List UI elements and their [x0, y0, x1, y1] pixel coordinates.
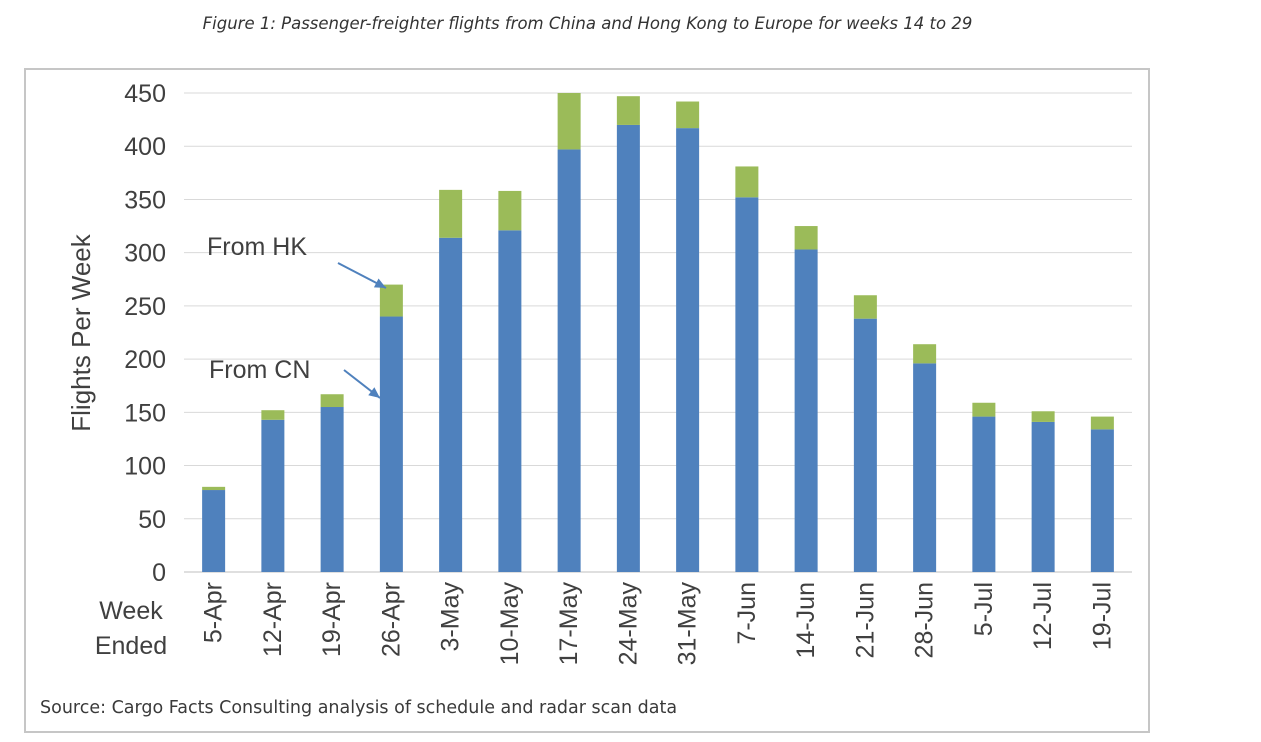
x-tick-label: 3-May: [437, 582, 465, 652]
x-axis-label-line: Ended: [95, 632, 167, 660]
x-tick-label: 5-Apr: [200, 582, 228, 643]
x-tick-label: 28-Jun: [911, 582, 939, 658]
bar-from-cn: [676, 128, 700, 573]
bar-from-cn: [1031, 421, 1055, 572]
y-tick-label: 350: [124, 186, 166, 214]
bar-from-hk: [972, 402, 996, 417]
bar-from-cn: [202, 490, 226, 572]
y-tick-label: 300: [124, 240, 166, 268]
bar-from-hk: [320, 394, 344, 408]
x-tick-label: 24-May: [614, 582, 642, 666]
source-note: Source: Cargo Facts Consulting analysis …: [40, 698, 678, 718]
x-tick-label: 19-Apr: [318, 582, 346, 657]
bar-from-hk: [1090, 416, 1114, 430]
bar-from-hk: [439, 189, 463, 238]
x-axis-label: Week Ended: [95, 597, 167, 660]
x-tick-label: 7-Jun: [733, 582, 761, 645]
x-tick-label: 14-Jun: [792, 582, 820, 658]
bar-from-hk: [379, 284, 403, 317]
x-tick-label: 26-Apr: [377, 582, 405, 657]
bar-from-cn: [972, 416, 996, 572]
x-tick-label: 31-May: [674, 582, 702, 666]
stacked-bar-chart: 0 50 100 150 200 250 300 350 400 450 Flights Per W…: [66, 80, 1132, 666]
y-tick-label: 150: [124, 399, 166, 427]
x-tick-label: 19-Jul: [1088, 582, 1116, 650]
figure-caption: Figure 1: Passenger-freighter flights fr…: [202, 14, 973, 33]
bar-from-cn: [735, 197, 759, 572]
bar-from-cn: [913, 363, 937, 572]
y-tick-label: 0: [152, 559, 166, 587]
bar-from-hk: [735, 166, 759, 198]
bar-from-cn: [853, 318, 877, 572]
bar-from-cn: [320, 407, 344, 572]
bar-from-cn: [261, 419, 285, 572]
arrow-from-cn-head: [368, 387, 380, 398]
annotation-from-cn: From CN: [209, 356, 310, 384]
x-tick-label: 5-Jul: [970, 582, 998, 636]
y-tick-label: 450: [124, 80, 166, 108]
bar-from-hk: [676, 101, 700, 129]
bar-from-cn: [498, 230, 522, 572]
x-axis-label-line: Week: [99, 597, 163, 625]
x-tick-label: 21-Jun: [851, 582, 879, 658]
bar-from-cn: [439, 237, 463, 572]
bar-from-hk: [261, 410, 285, 420]
x-tick-label: 10-May: [496, 582, 524, 666]
bar-from-hk: [557, 93, 581, 150]
annotation-from-hk: From HK: [207, 233, 307, 261]
bar-from-cn: [1090, 429, 1114, 572]
x-tick-label: 17-May: [555, 582, 583, 666]
y-tick-label: 250: [124, 293, 166, 321]
bar-from-cn: [616, 124, 640, 572]
bar-from-cn: [557, 149, 581, 572]
bar-from-cn: [379, 316, 403, 572]
y-axis-label: Flights Per Week: [66, 233, 96, 431]
chart-frame: 0 50 100 150 200 250 300 350 400 450 Flights Per W…: [24, 68, 1150, 733]
bar-from-hk: [498, 190, 522, 231]
y-tick-label: 200: [124, 346, 166, 374]
bar-from-hk: [853, 295, 877, 319]
bar-from-hk: [794, 226, 818, 250]
bar-from-cn: [794, 249, 818, 572]
x-tick-label: 12-Jul: [1029, 582, 1057, 650]
y-tick-label: 50: [138, 506, 166, 534]
bar-from-hk: [1031, 411, 1055, 422]
y-tick-label: 100: [124, 453, 166, 481]
bar-from-hk: [616, 96, 640, 125]
y-tick-label: 400: [124, 133, 166, 161]
x-tick-label: 12-Apr: [259, 582, 287, 657]
arrow-from-hk-head: [373, 278, 386, 288]
bar-from-hk: [913, 344, 937, 364]
bar-from-hk: [202, 486, 226, 491]
